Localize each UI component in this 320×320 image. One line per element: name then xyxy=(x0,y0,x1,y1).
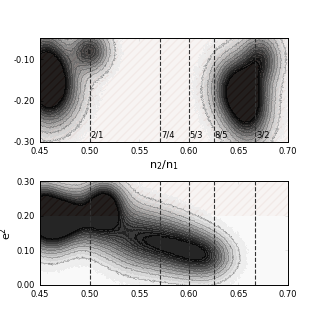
Y-axis label: e$^2$: e$^2$ xyxy=(0,227,14,240)
Text: 3/2: 3/2 xyxy=(256,131,270,140)
Bar xyxy=(40,181,288,216)
X-axis label: n$_2$/n$_1$: n$_2$/n$_1$ xyxy=(149,159,179,172)
Text: 5/3: 5/3 xyxy=(190,131,203,140)
Text: 2/1: 2/1 xyxy=(91,131,104,140)
Text: 7/4: 7/4 xyxy=(161,131,174,140)
Text: 8/5: 8/5 xyxy=(215,131,228,140)
Bar xyxy=(40,181,288,216)
